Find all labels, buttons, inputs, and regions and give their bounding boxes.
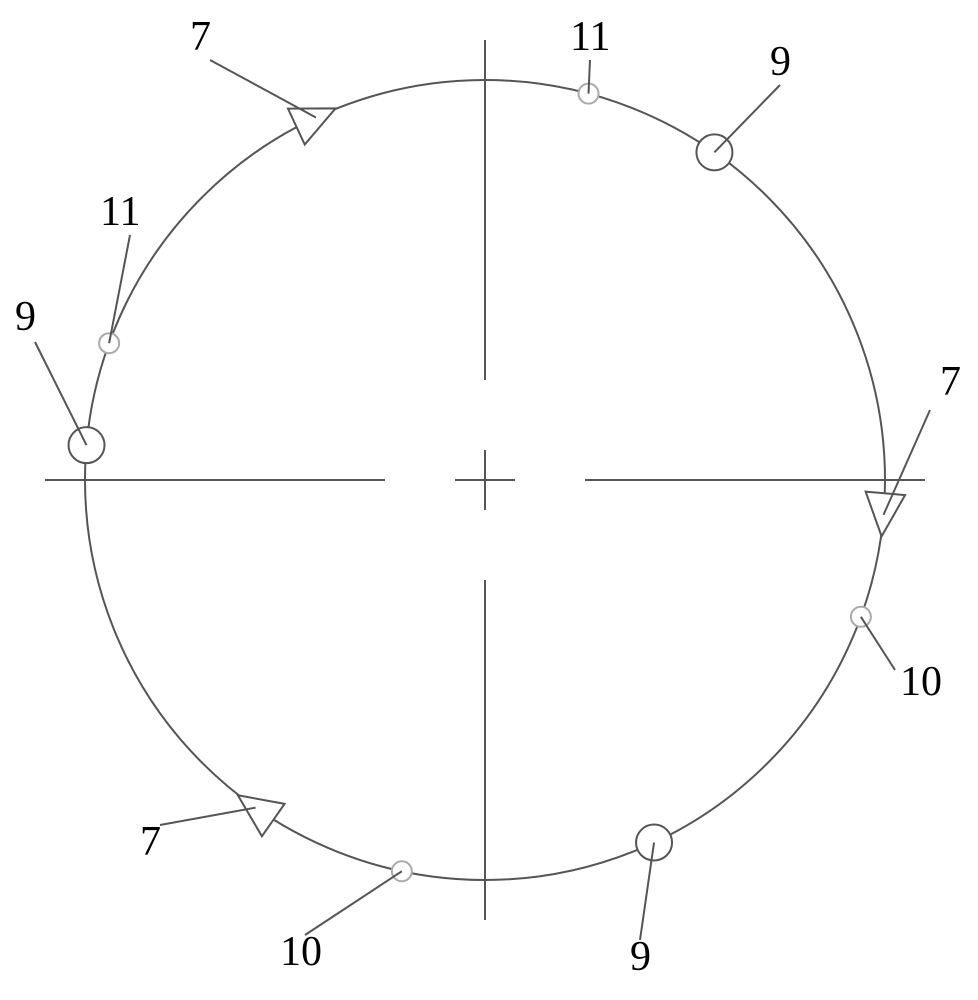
leader-line <box>160 808 256 825</box>
callout-label: 10 <box>900 659 942 705</box>
callout-label: 9 <box>630 934 651 980</box>
leader-line <box>109 235 130 343</box>
callout-label: 9 <box>15 294 36 340</box>
leader-line <box>714 85 780 152</box>
leader-line <box>883 410 930 515</box>
diagram-canvas: 7 11 9 11 9 7 10 7 10 9 <box>0 0 978 1000</box>
leader-line <box>35 342 87 445</box>
callout-label: 7 <box>140 819 161 865</box>
callout-label: 7 <box>940 359 961 405</box>
arrow-marker <box>866 492 905 537</box>
leader-line <box>210 60 316 117</box>
callout-label: 9 <box>770 39 791 85</box>
callout-label: 10 <box>280 929 322 975</box>
callout-label: 11 <box>570 14 610 60</box>
leader-line <box>861 617 895 670</box>
callout-label: 7 <box>190 14 211 60</box>
arrow-marker <box>238 795 285 836</box>
callout-label: 11 <box>100 189 140 235</box>
arrow-marker <box>288 108 336 144</box>
leader-line <box>305 871 402 935</box>
